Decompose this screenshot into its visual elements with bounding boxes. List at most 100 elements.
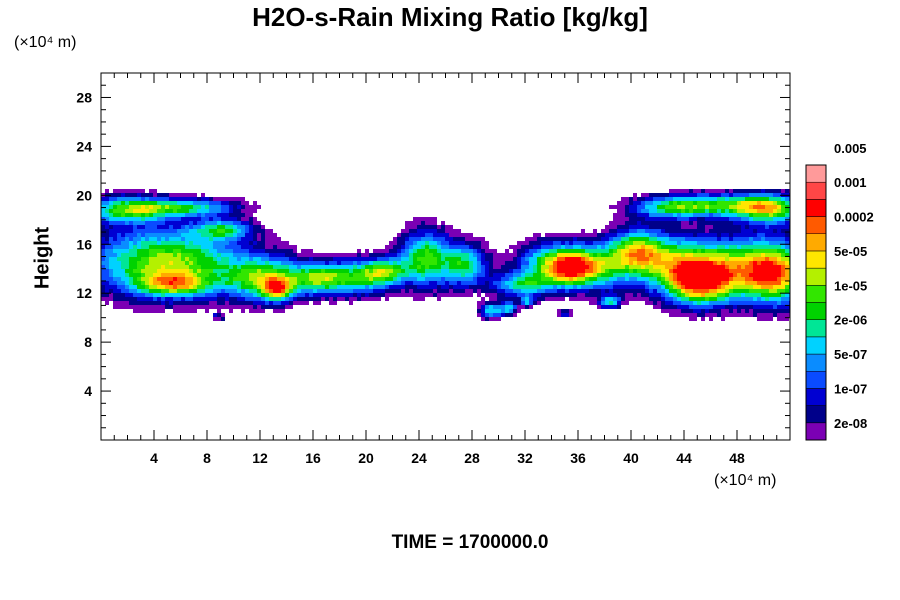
field-cell — [741, 285, 745, 289]
field-cell — [517, 261, 521, 265]
field-cell — [237, 217, 241, 221]
field-cell — [561, 297, 565, 301]
field-cell — [157, 269, 161, 273]
field-cell — [289, 297, 293, 301]
field-cell — [217, 237, 221, 241]
field-cell — [245, 229, 249, 233]
x-tick-label: 12 — [252, 450, 268, 466]
field-cell — [125, 213, 129, 217]
field-cell — [333, 285, 337, 289]
field-cell — [221, 205, 225, 209]
field-cell — [345, 261, 349, 265]
field-cell — [637, 233, 641, 237]
field-cell — [749, 189, 753, 193]
field-cell — [769, 221, 773, 225]
field-cell — [261, 225, 265, 229]
field-cell — [133, 265, 137, 269]
field-cell — [509, 277, 513, 281]
field-cell — [117, 265, 121, 269]
field-cell — [685, 289, 689, 293]
field-cell — [773, 241, 777, 245]
field-cell — [761, 281, 765, 285]
field-cell — [561, 281, 565, 285]
field-cell — [461, 237, 465, 241]
field-cell — [513, 261, 517, 265]
field-cell — [613, 293, 617, 297]
field-cell — [653, 205, 657, 209]
field-cell — [569, 289, 573, 293]
field-cell — [581, 281, 585, 285]
field-cell — [689, 221, 693, 225]
field-cell — [721, 281, 725, 285]
field-cell — [141, 237, 145, 241]
field-cell — [137, 253, 141, 257]
field-cell — [709, 301, 713, 305]
field-cell — [681, 221, 685, 225]
field-cell — [533, 281, 537, 285]
field-cell — [505, 277, 509, 281]
field-cell — [413, 249, 417, 253]
field-cell — [345, 285, 349, 289]
field-cell — [697, 277, 701, 281]
field-cell — [629, 261, 633, 265]
field-cell — [261, 241, 265, 245]
field-cell — [193, 253, 197, 257]
field-cell — [781, 241, 785, 245]
field-cell — [437, 273, 441, 277]
field-cell — [153, 209, 157, 213]
field-cell — [581, 249, 585, 253]
field-cell — [369, 265, 373, 269]
field-cell — [173, 201, 177, 205]
field-cell — [525, 261, 529, 265]
field-cell — [253, 257, 257, 261]
field-cell — [317, 285, 321, 289]
field-cell — [725, 249, 729, 253]
field-cell — [153, 277, 157, 281]
field-cell — [293, 253, 297, 257]
field-cell — [253, 241, 257, 245]
field-cell — [649, 201, 653, 205]
field-cell — [733, 285, 737, 289]
field-cell — [253, 229, 257, 233]
field-cell — [309, 285, 313, 289]
field-cell — [245, 293, 249, 297]
field-cell — [217, 289, 221, 293]
field-cell — [713, 241, 717, 245]
field-cell — [357, 277, 361, 281]
field-cell — [141, 229, 145, 233]
field-cell — [785, 245, 789, 249]
field-cell — [569, 237, 573, 241]
field-cell — [225, 293, 229, 297]
field-cell — [573, 233, 577, 237]
field-cell — [769, 269, 773, 273]
field-cell — [429, 261, 433, 265]
field-cell — [573, 297, 577, 301]
field-cell — [769, 313, 773, 317]
field-cell — [645, 193, 649, 197]
field-cell — [609, 273, 613, 277]
field-cell — [753, 309, 757, 313]
field-cell — [537, 269, 541, 273]
field-cell — [769, 317, 773, 321]
field-cell — [737, 193, 741, 197]
field-cell — [685, 249, 689, 253]
field-cell — [141, 265, 145, 269]
field-cell — [533, 269, 537, 273]
field-cell — [465, 237, 469, 241]
field-cell — [165, 293, 169, 297]
field-cell — [537, 237, 541, 241]
field-cell — [197, 221, 201, 225]
field-cell — [721, 225, 725, 229]
field-cell — [633, 209, 637, 213]
field-cell — [497, 289, 501, 293]
field-cell — [249, 269, 253, 273]
field-cell — [169, 305, 173, 309]
field-cell — [529, 257, 533, 261]
field-cell — [737, 285, 741, 289]
field-cell — [425, 265, 429, 269]
field-cell — [165, 285, 169, 289]
field-cell — [705, 193, 709, 197]
field-cell — [781, 213, 785, 217]
field-cell — [713, 201, 717, 205]
field-cell — [121, 305, 125, 309]
